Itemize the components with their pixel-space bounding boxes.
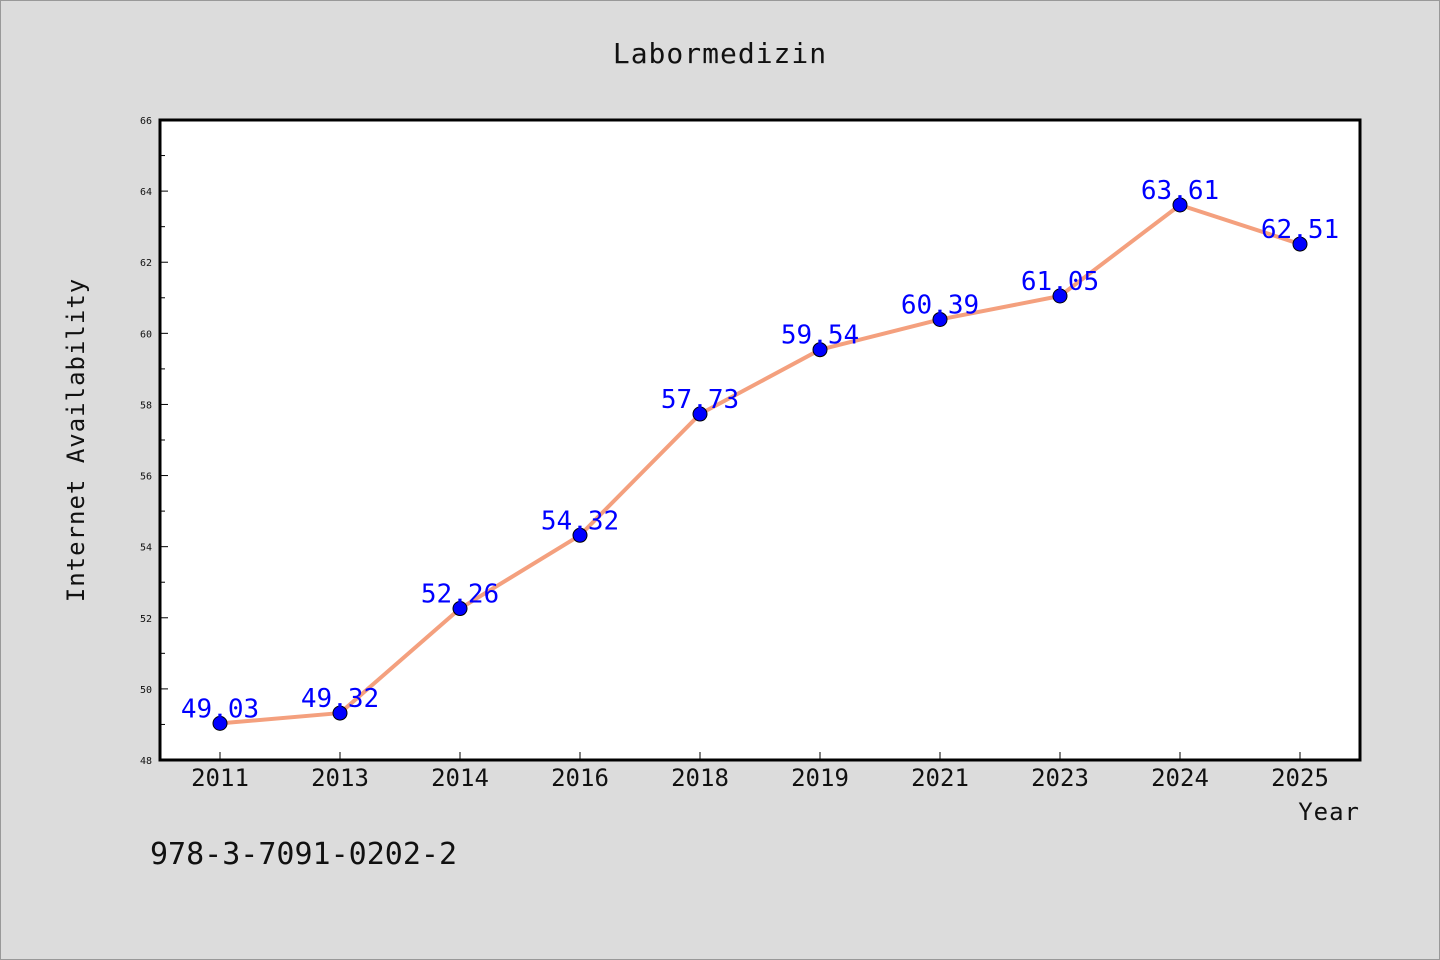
data-label: 54.32 bbox=[541, 506, 619, 536]
x-tick-label: 2023 bbox=[1031, 764, 1089, 792]
data-point bbox=[932, 311, 948, 327]
y-tick-label: 62 bbox=[140, 258, 152, 269]
y-tick-label: 60 bbox=[140, 329, 152, 340]
isbn-text: 978-3-7091-0202-2 bbox=[150, 837, 457, 872]
chart-title: Labormedizin bbox=[613, 37, 827, 70]
data-label: 61.05 bbox=[1021, 267, 1099, 297]
x-tick-label: 2013 bbox=[311, 764, 369, 792]
data-label: 52.26 bbox=[421, 580, 499, 610]
x-tick-label: 2014 bbox=[431, 764, 489, 792]
y-tick-label: 54 bbox=[140, 543, 152, 554]
plot-area bbox=[160, 120, 1360, 760]
data-point bbox=[452, 601, 468, 617]
y-tick-label: 58 bbox=[140, 400, 152, 411]
x-tick-label: 2025 bbox=[1271, 764, 1329, 792]
x-tick-label: 2019 bbox=[791, 764, 849, 792]
y-tick-label: 50 bbox=[140, 685, 152, 696]
plot-frame bbox=[158, 118, 1362, 762]
x-tick-label: 2024 bbox=[1151, 764, 1209, 792]
data-point bbox=[1172, 197, 1188, 213]
y-tick-label: 52 bbox=[140, 614, 152, 625]
y-tick-label: 56 bbox=[140, 472, 152, 483]
y-tick-label: 66 bbox=[140, 116, 152, 127]
x-axis: 2011 2013 2014 2016 2018 2019 2021 2023 2024 2025 bbox=[191, 752, 1329, 792]
data-point bbox=[572, 527, 588, 543]
series-layer: 49.03 49.32 52.26 54.32 57.73 59.54 60.39 61.05… bbox=[181, 176, 1339, 731]
data-label: 57.73 bbox=[661, 385, 739, 415]
series-line bbox=[219, 202, 1301, 726]
data-point bbox=[332, 705, 348, 721]
data-point bbox=[212, 715, 228, 731]
y-tick-label: 64 bbox=[140, 187, 152, 198]
y-axis-label: Internet Availability bbox=[62, 278, 90, 602]
data-label: 63.61 bbox=[1141, 176, 1219, 206]
x-tick-label: 2018 bbox=[671, 764, 729, 792]
data-point bbox=[812, 342, 828, 358]
x-tick-label: 2011 bbox=[191, 764, 249, 792]
data-point bbox=[1052, 288, 1068, 304]
data-label: 59.54 bbox=[781, 321, 859, 351]
data-label: 49.32 bbox=[301, 684, 379, 714]
data-point bbox=[1292, 236, 1308, 252]
data-label: 62.51 bbox=[1261, 215, 1339, 245]
data-label: 60.39 bbox=[901, 290, 979, 320]
y-tick-label: 48 bbox=[140, 756, 152, 767]
x-tick-label: 2021 bbox=[911, 764, 969, 792]
x-tick-label: 2016 bbox=[551, 764, 609, 792]
data-point bbox=[692, 406, 708, 422]
x-axis-label: Year bbox=[1298, 798, 1360, 826]
data-label: 49.03 bbox=[181, 694, 259, 724]
